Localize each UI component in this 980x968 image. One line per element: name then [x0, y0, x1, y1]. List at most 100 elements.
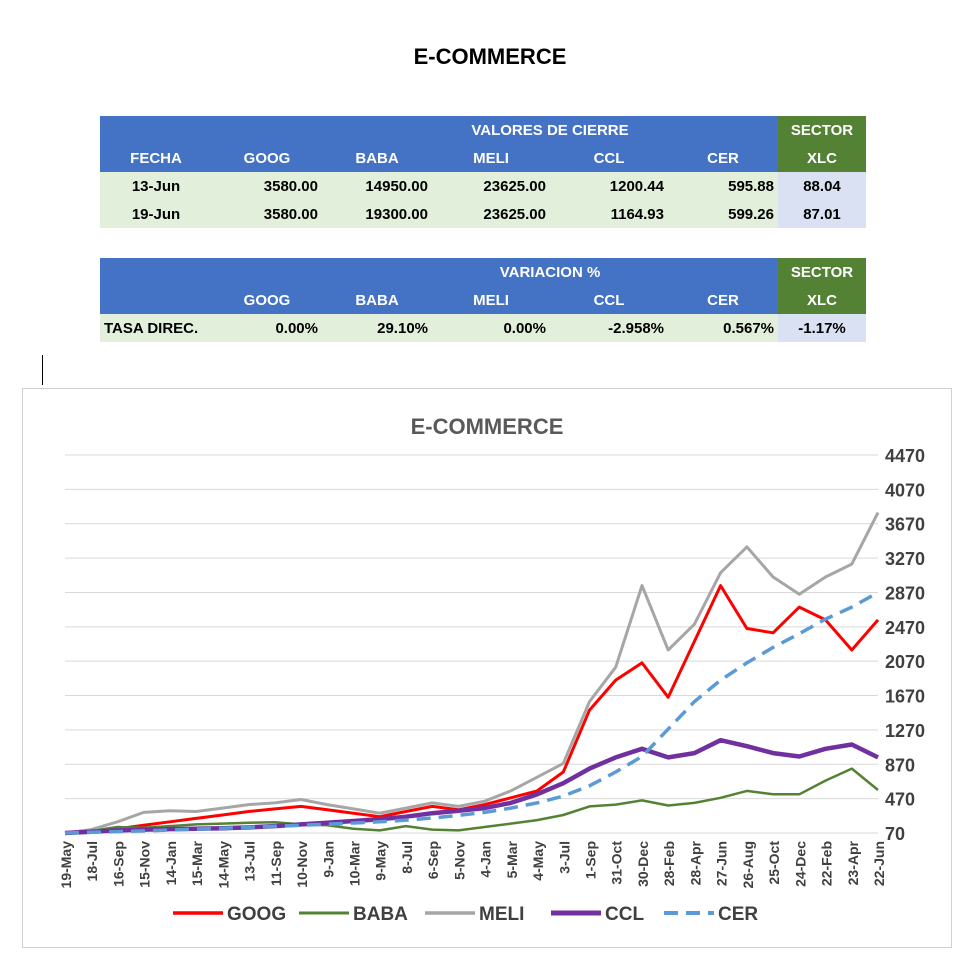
- row-label: TASA DIREC.: [104, 319, 199, 337]
- y-tick-label: 2470: [885, 618, 925, 638]
- table-row: TASA DIREC. 0.00% 29.10% 0.00% -2.958% 0…: [100, 314, 866, 342]
- value-cell: 23625.00: [483, 205, 546, 223]
- series-line-goog: [64, 584, 880, 835]
- table-row: 13-Jun 3580.00 14950.00 23625.00 1200.44…: [100, 172, 866, 200]
- x-tick-label: 26-Aug: [740, 841, 756, 888]
- column-header: BABA: [322, 286, 432, 314]
- value-cell: 1200.44: [609, 177, 664, 195]
- x-tick-label: 9-May: [373, 841, 389, 881]
- variation-table: VARIACION % SECTOR GOOG BABA MELI CCL CE…: [100, 258, 866, 342]
- column-header: CCL: [550, 144, 668, 172]
- x-tick-label: 9-Jan: [320, 841, 336, 878]
- column-header: MELI: [432, 286, 550, 314]
- series-line-baba: [64, 767, 879, 835]
- x-tick-label: 1-Sep: [583, 841, 599, 879]
- y-tick-label: 4470: [885, 446, 925, 466]
- x-tick-label: 25-Oct: [766, 841, 782, 885]
- x-tick-label: 31-Oct: [609, 841, 625, 885]
- y-tick-label: 470: [885, 790, 915, 810]
- x-tick-label: 5-Nov: [451, 841, 467, 880]
- x-tick-label: 15-Nov: [137, 841, 153, 888]
- x-tick-label: 13-Jul: [242, 841, 258, 881]
- x-tick-label: 5-Mar: [504, 840, 520, 878]
- x-tick-label: 27-Jun: [714, 841, 730, 886]
- x-tick-label: 4-Jan: [478, 841, 494, 878]
- value-cell: 599.26: [728, 205, 774, 223]
- x-tick-label: 16-Sep: [110, 841, 126, 887]
- value-cell: -2.958%: [608, 319, 664, 337]
- legend-label: CCL: [605, 904, 644, 925]
- column-header: GOOG: [212, 286, 322, 314]
- date-cell: 19-Jun: [131, 205, 181, 223]
- x-tick-label: 28-Apr: [687, 840, 703, 885]
- legend-label: MELI: [479, 904, 524, 925]
- sector-header: SECTOR: [778, 258, 866, 286]
- value-cell: 29.10%: [377, 319, 428, 337]
- y-tick-label: 2870: [885, 583, 925, 603]
- y-tick-label: 870: [885, 755, 915, 775]
- column-header: FECHA: [100, 144, 212, 172]
- legend-label: BABA: [353, 904, 408, 925]
- page-title: E-COMMERCE: [413, 44, 567, 69]
- x-tick-label: 19-May: [58, 841, 74, 889]
- x-tick-label: 24-Dec: [792, 841, 808, 887]
- table-row: 19-Jun 3580.00 19300.00 23625.00 1164.93…: [100, 200, 866, 228]
- column-header: XLC: [778, 286, 866, 314]
- sector-header: SECTOR: [778, 116, 866, 144]
- column-header: CER: [668, 286, 778, 314]
- value-cell: 595.88: [728, 177, 774, 195]
- column-header: GOOG: [212, 144, 322, 172]
- value-cell: 87.01: [778, 200, 866, 228]
- x-tick-label: 22-Feb: [819, 841, 835, 886]
- chart-title: E-COMMERCE: [411, 414, 564, 439]
- value-cell: 19300.00: [365, 205, 428, 223]
- column-header: BABA: [322, 144, 432, 172]
- legend-label: CER: [718, 904, 758, 925]
- value-cell: 3580.00: [263, 205, 318, 223]
- chart-frame: E-COMMERCE 4470 4070 3670 3270 2870 2470 2070 1…: [22, 388, 952, 948]
- value-cell: 23625.00: [483, 177, 546, 195]
- value-cell: -1.17%: [778, 314, 866, 342]
- column-header: XLC: [778, 144, 866, 172]
- closing-values-table: VALORES DE CIERRE SECTOR FECHA GOOG BABA…: [100, 116, 866, 228]
- x-tick-label: 4-May: [530, 841, 546, 881]
- y-tick-label: 1270: [885, 721, 925, 741]
- legend-label: GOOG: [227, 904, 286, 925]
- series-line-meli: [64, 511, 880, 835]
- value-cell: 88.04: [778, 172, 866, 200]
- line-chart: E-COMMERCE 4470 4070 3670 3270 2870 2470 2070 1…: [58, 414, 925, 925]
- x-tick-label: 18-Jul: [84, 841, 100, 881]
- y-tick-label: 1670: [885, 687, 925, 707]
- y-tick-label: 2070: [885, 652, 925, 672]
- x-tick-label: 10-Nov: [294, 841, 310, 888]
- y-tick-label: 70: [885, 824, 905, 844]
- x-tick-label: 15-Mar: [189, 840, 205, 886]
- y-tick-label: 3270: [885, 549, 925, 569]
- variation-header: VARIACION %: [432, 258, 668, 286]
- x-tick-label: 8-Jul: [399, 841, 415, 874]
- column-header: MELI: [432, 144, 550, 172]
- x-tick-label: 14-Jan: [163, 841, 179, 885]
- x-tick-label: 22-Jun: [871, 841, 887, 886]
- x-tick-label: 14-May: [215, 841, 231, 889]
- column-header: CCL: [550, 286, 668, 314]
- x-tick-label: 11-Sep: [268, 841, 284, 886]
- value-cell: 0.00%: [275, 319, 318, 337]
- x-tick-label: 3-Jul: [556, 841, 572, 874]
- value-cell: 3580.00: [263, 177, 318, 195]
- x-tick-label: 23-Apr: [845, 840, 861, 885]
- text-cursor: [42, 355, 43, 385]
- x-tick-label: 30-Dec: [635, 841, 651, 887]
- value-cell: 14950.00: [365, 177, 428, 195]
- y-tick-label: 4070: [885, 480, 925, 500]
- series-line-cer: [64, 590, 879, 835]
- x-tick-label: 28-Feb: [661, 841, 677, 886]
- x-tick-label: 10-Mar: [346, 840, 362, 886]
- value-cell: 0.00%: [503, 319, 546, 337]
- column-header: CER: [668, 144, 778, 172]
- column-header: [100, 286, 212, 314]
- closing-values-header: VALORES DE CIERRE: [432, 116, 668, 144]
- value-cell: 0.567%: [723, 319, 774, 337]
- date-cell: 13-Jun: [131, 177, 181, 195]
- value-cell: 1164.93: [610, 205, 664, 223]
